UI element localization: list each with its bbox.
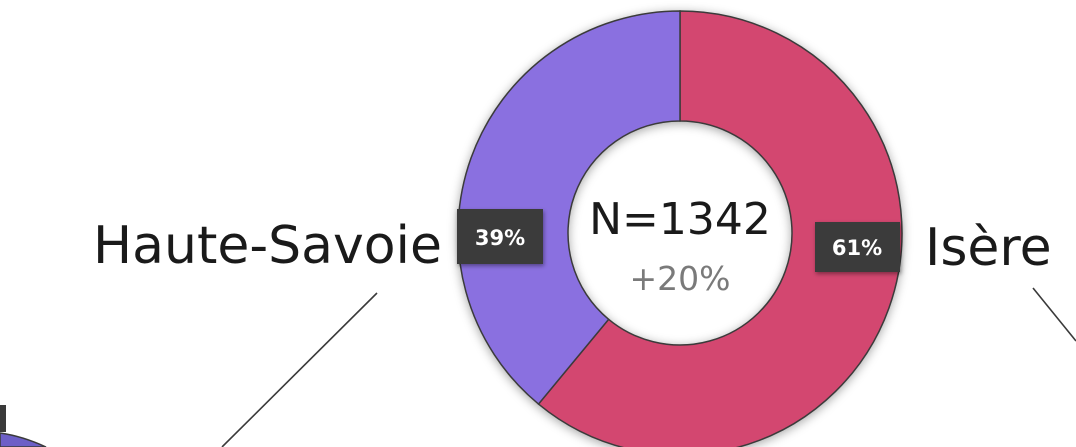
donut-slice-isere xyxy=(537,10,903,447)
category-label-haute-savoie: Haute-Savoie xyxy=(93,216,442,276)
neighbor-chart-fragment xyxy=(0,432,47,447)
data-label-isere: 61% xyxy=(832,236,882,260)
center-change-label: +20% xyxy=(630,259,731,298)
data-label-box-isere xyxy=(815,222,900,272)
donut-slice-haute-savoie xyxy=(457,10,681,406)
data-label-haute-savoie: 39% xyxy=(475,226,525,250)
neighbor-label-fragment xyxy=(0,405,6,432)
donut-slices xyxy=(457,10,903,447)
connector-line-left xyxy=(221,292,378,447)
data-label-box-haute-savoie xyxy=(457,209,543,264)
category-label-isere: Isère xyxy=(925,218,1052,278)
center-count-label: N=1342 xyxy=(589,194,771,245)
connector-line-right xyxy=(1032,287,1076,342)
